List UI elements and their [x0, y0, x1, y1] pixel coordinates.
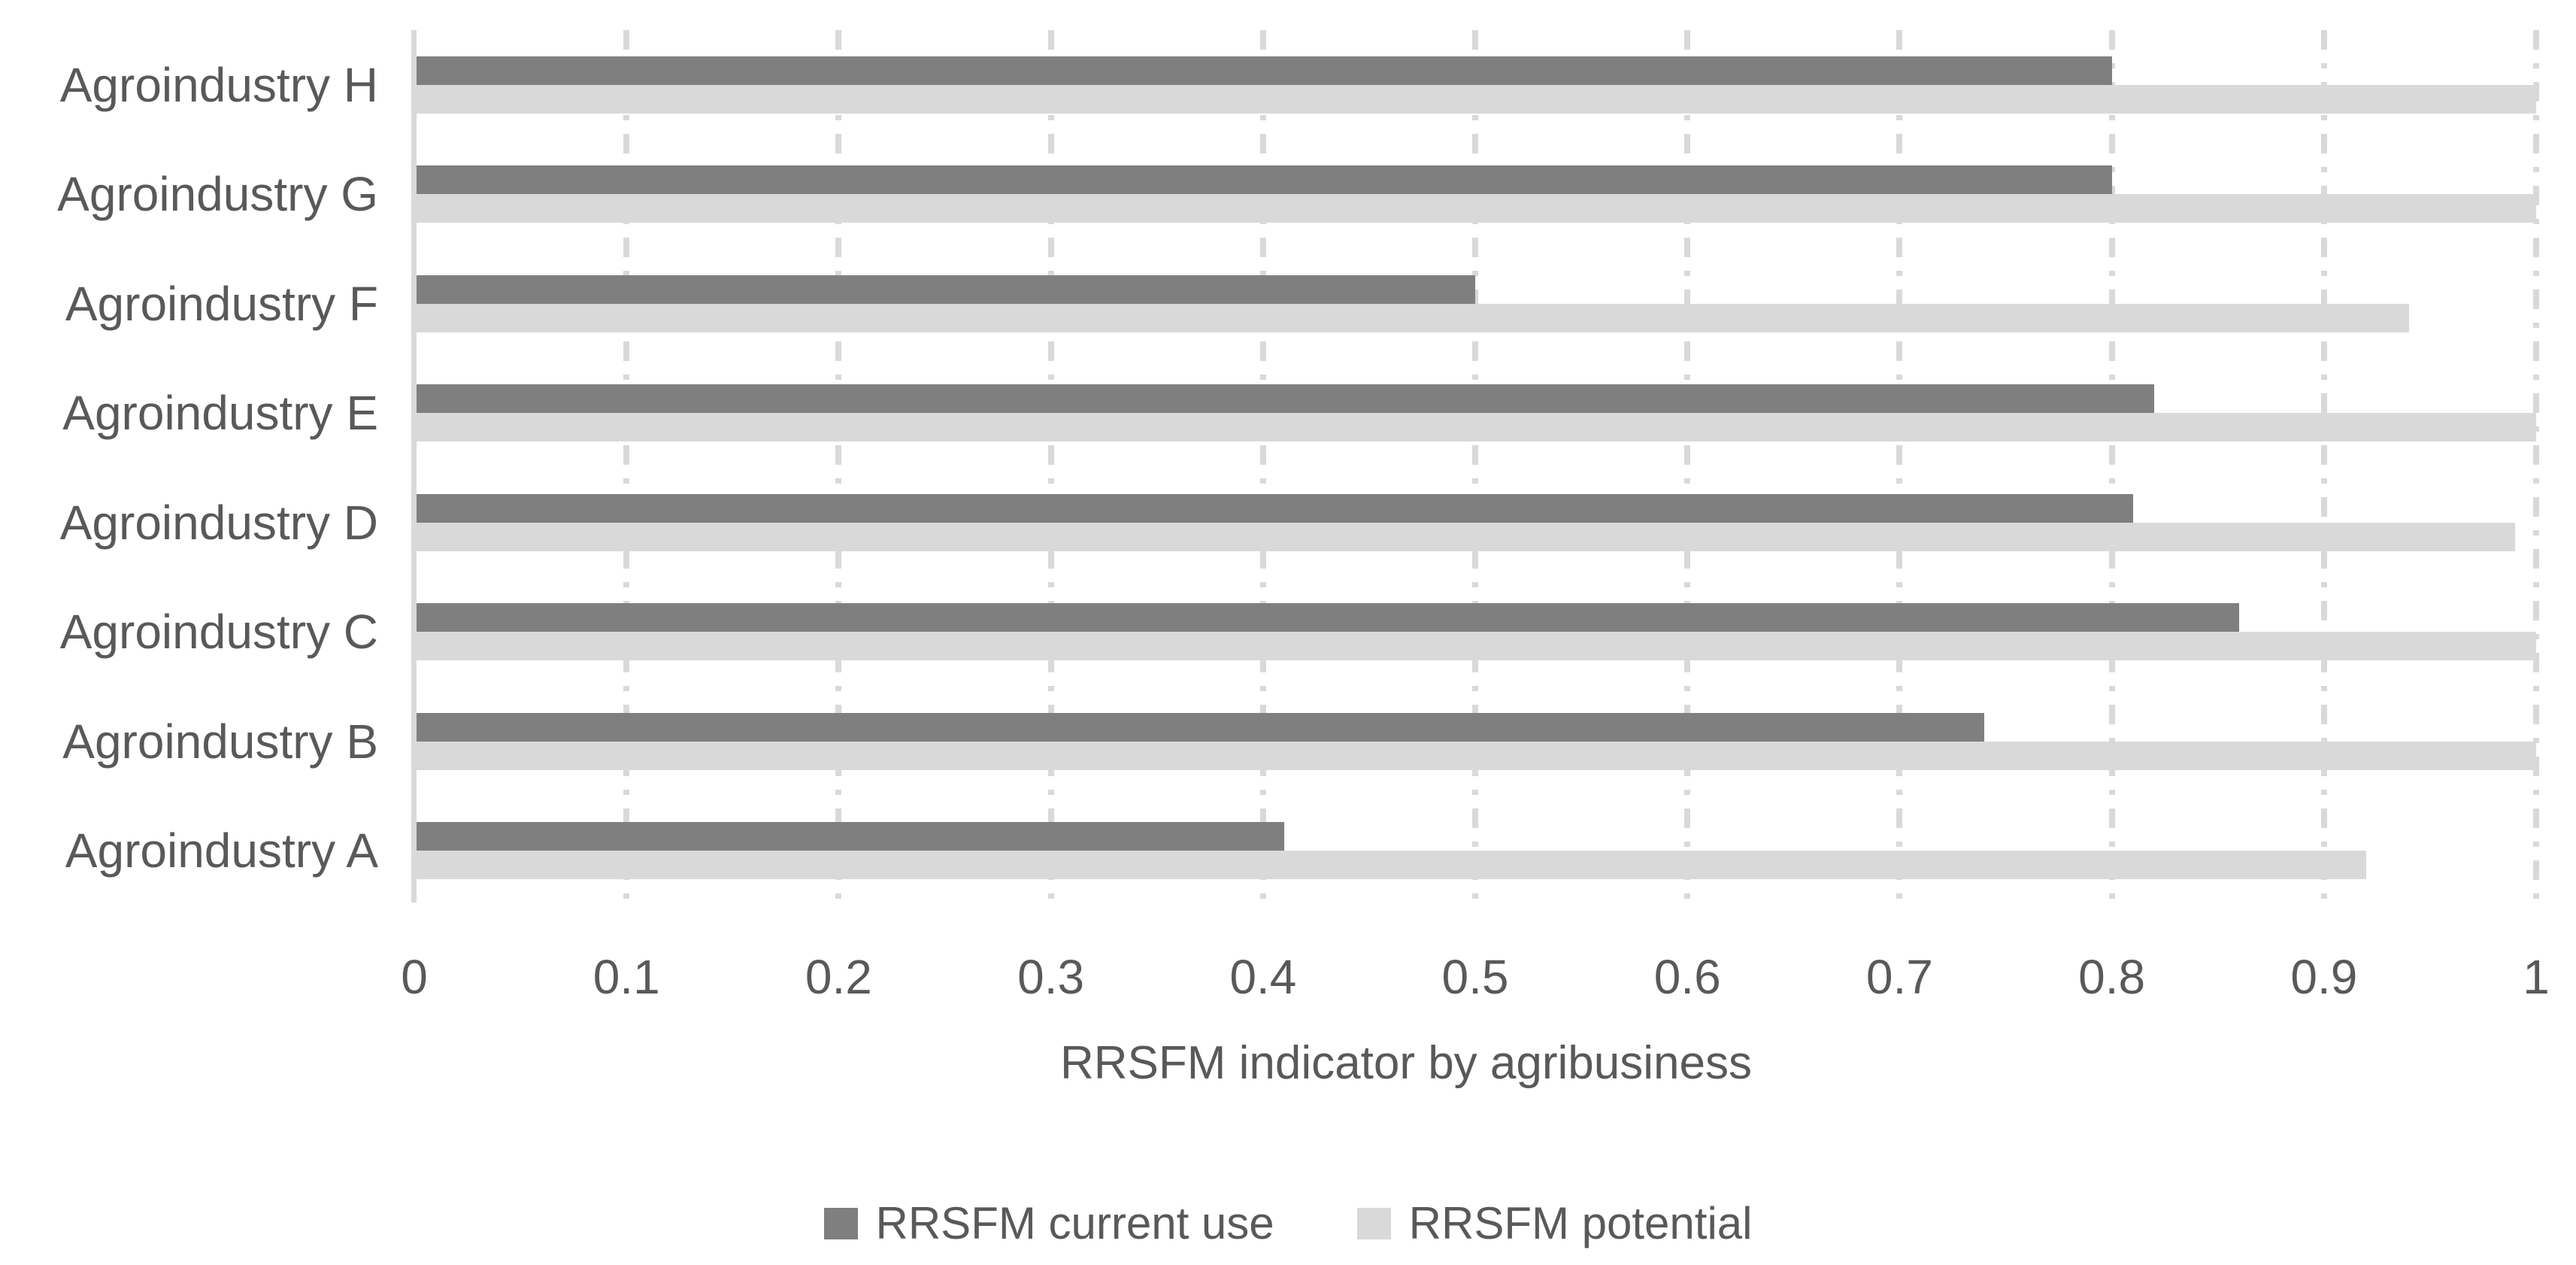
x-tick-label-0.2: 0.2: [805, 950, 872, 1004]
category-label-agroindustry-c: Agroindustry C: [59, 605, 378, 660]
x-tick-label-0.5: 0.5: [1441, 950, 1509, 1004]
bar-potential-agroindustry-h: [414, 84, 2536, 114]
bar-current-use-agroindustry-f: [414, 275, 1475, 304]
bar-current-use-agroindustry-c: [414, 603, 2239, 632]
bar-potential-agroindustry-a: [414, 851, 2367, 880]
gridline-x-0.5: [1472, 30, 1478, 902]
gridline-x-1: [2533, 30, 2539, 902]
gridline-x-0.8: [2108, 30, 2115, 902]
bar-current-use-agroindustry-a: [414, 822, 1285, 851]
category-label-agroindustry-f: Agroindustry F: [65, 276, 378, 331]
category-label-agroindustry-e: Agroindustry E: [62, 386, 378, 441]
category-label-agroindustry-d: Agroindustry D: [59, 495, 378, 550]
bar-potential-agroindustry-c: [414, 632, 2536, 661]
bar-current-use-agroindustry-g: [414, 165, 2112, 195]
gridline-x-0.9: [2320, 30, 2327, 902]
x-tick-label-0: 0: [401, 950, 428, 1004]
category-label-agroindustry-a: Agroindustry A: [65, 824, 378, 878]
legend-item-current-use: RRSFM current use: [823, 1197, 1274, 1249]
legend-label-potential: RRSFM potential: [1408, 1198, 1753, 1248]
bar-current-use-agroindustry-b: [414, 712, 1985, 742]
category-label-agroindustry-h: Agroindustry H: [59, 57, 378, 112]
legend-item-potential: RRSFM potential: [1356, 1197, 1753, 1249]
x-tick-label-0.6: 0.6: [1653, 950, 1721, 1004]
gridline-x-0.1: [623, 30, 630, 902]
gridline-x-0.6: [1684, 30, 1691, 902]
gridline-x-0.7: [1896, 30, 1903, 902]
legend-label-current-use: RRSFM current use: [875, 1198, 1274, 1248]
legend-swatch-current-use-icon: [823, 1207, 858, 1239]
x-tick-label-0.3: 0.3: [1017, 950, 1085, 1004]
bar-current-use-agroindustry-h: [414, 56, 2112, 85]
bar-current-use-agroindustry-d: [414, 493, 2133, 523]
x-tick-label-0.9: 0.9: [2290, 950, 2358, 1004]
bar-current-use-agroindustry-e: [414, 384, 2155, 414]
bar-potential-agroindustry-e: [414, 413, 2536, 442]
gridline-x-0.4: [1259, 30, 1266, 902]
x-tick-label-1: 1: [2523, 950, 2550, 1004]
x-axis-title: RRSFM indicator by agribusiness: [1059, 1037, 1752, 1089]
x-tick-label-0.8: 0.8: [2078, 950, 2146, 1004]
y-axis-line: [411, 30, 417, 902]
category-label-agroindustry-g: Agroindustry G: [57, 167, 378, 222]
gridline-x-0.2: [835, 30, 842, 902]
x-tick-label-0.4: 0.4: [1229, 950, 1297, 1004]
bar-potential-agroindustry-d: [414, 522, 2515, 551]
bar-potential-agroindustry-b: [414, 741, 2536, 770]
bar-potential-agroindustry-f: [414, 303, 2409, 332]
bar-potential-agroindustry-g: [414, 194, 2536, 223]
x-tick-label-0.7: 0.7: [1865, 950, 1933, 1004]
legend-swatch-potential-icon: [1356, 1207, 1391, 1239]
category-label-agroindustry-b: Agroindustry B: [62, 714, 378, 769]
legend: RRSFM current use RRSFM potential: [0, 1197, 2576, 1249]
gridline-x-0.3: [1047, 30, 1054, 902]
x-tick-label-0.1: 0.1: [592, 950, 660, 1004]
